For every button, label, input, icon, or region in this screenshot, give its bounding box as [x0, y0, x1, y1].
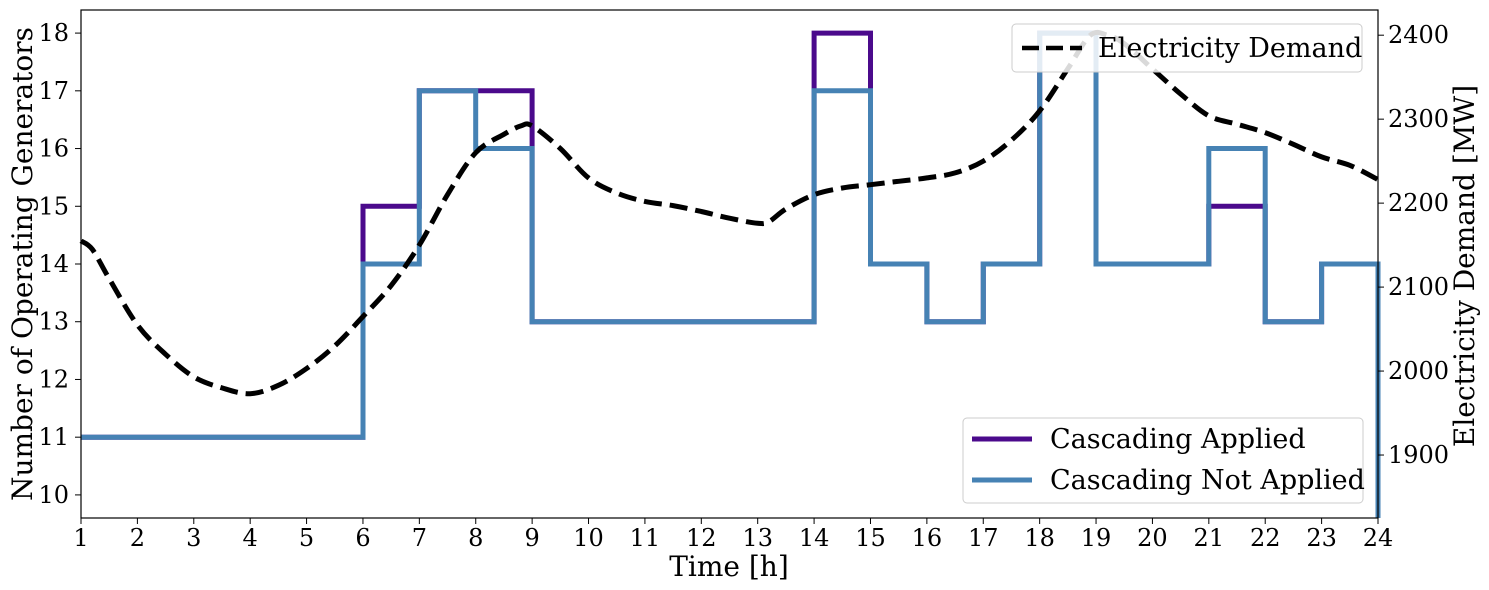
y-right-axis-title: Electricity Demand [MW] — [1448, 85, 1481, 447]
y-left-tick-label: 14 — [38, 250, 69, 278]
x-tick-label: 13 — [742, 524, 773, 552]
x-tick-label: 7 — [412, 524, 427, 552]
series-line-electricity-demand — [79, 29, 1380, 397]
x-tick-label: 5 — [299, 524, 314, 552]
x-tick-label: 11 — [630, 524, 661, 552]
series-line-cascading-not-applied — [81, 30, 1381, 518]
legend-cascading-frame — [962, 417, 1364, 504]
y-right-tick-label: 1900 — [1388, 441, 1449, 469]
legend-demand-frame — [1011, 23, 1363, 73]
x-tick-label: 16 — [912, 524, 943, 552]
ticks-layer: 1 2 3 4 5 6 7 8 9 10 11 12 13 14 15 16 17 18 19 20 21 22 23 241… — [38, 19, 1449, 552]
x-tick-label: 20 — [1137, 524, 1168, 552]
y-left-tick-label: 12 — [38, 365, 69, 393]
x-tick-label: 18 — [1024, 524, 1055, 552]
y-left-axis-title: Number of Operating Generators — [6, 27, 39, 501]
x-tick-label: 21 — [1194, 524, 1225, 552]
x-tick-label: 10 — [573, 524, 604, 552]
x-tick-label: 4 — [243, 524, 258, 552]
x-tick-label: 14 — [799, 524, 830, 552]
x-tick-label: 2 — [130, 524, 145, 552]
x-tick-label: 24 — [1363, 524, 1394, 552]
y-right-tick-label: 2000 — [1388, 357, 1449, 385]
x-tick-label: 23 — [1306, 524, 1337, 552]
y-left-tick-label: 18 — [38, 19, 69, 47]
x-tick-label: 15 — [855, 524, 886, 552]
x-tick-label: 9 — [524, 524, 539, 552]
y-left-tick-label: 15 — [38, 192, 69, 220]
legend-cascading: Cascading Applied Cascading Not Applied — [962, 417, 1365, 504]
y-right-tick-label: 2300 — [1388, 105, 1449, 133]
x-tick-label: 1 — [73, 524, 88, 552]
y-right-tick-label: 2200 — [1388, 189, 1449, 217]
x-tick-label: 12 — [686, 524, 717, 552]
y-right-tick-label: 2400 — [1388, 21, 1449, 49]
y-left-tick-label: 11 — [38, 423, 69, 451]
y-right-tick-label: 2100 — [1388, 273, 1449, 301]
y-left-tick-label: 13 — [38, 308, 69, 336]
x-tick-label: 6 — [355, 524, 370, 552]
x-tick-label: 17 — [968, 524, 999, 552]
x-tick-label: 22 — [1250, 524, 1281, 552]
y-left-tick-label: 10 — [38, 481, 69, 509]
legend-demand-label: Electricity Demand — [1098, 33, 1362, 64]
x-axis-title: Time [h] — [669, 550, 789, 583]
y-left-tick-label: 16 — [38, 135, 69, 163]
x-tick-label: 19 — [1081, 524, 1112, 552]
legend-demand: Electricity Demand — [1011, 23, 1363, 73]
legend-cascading-not-applied-label: Cascading Not Applied — [1050, 465, 1365, 496]
legend-cascading-applied-label: Cascading Applied — [1050, 424, 1306, 455]
x-tick-label: 8 — [468, 524, 483, 552]
x-tick-label: 3 — [186, 524, 201, 552]
y-left-tick-label: 17 — [38, 77, 69, 105]
